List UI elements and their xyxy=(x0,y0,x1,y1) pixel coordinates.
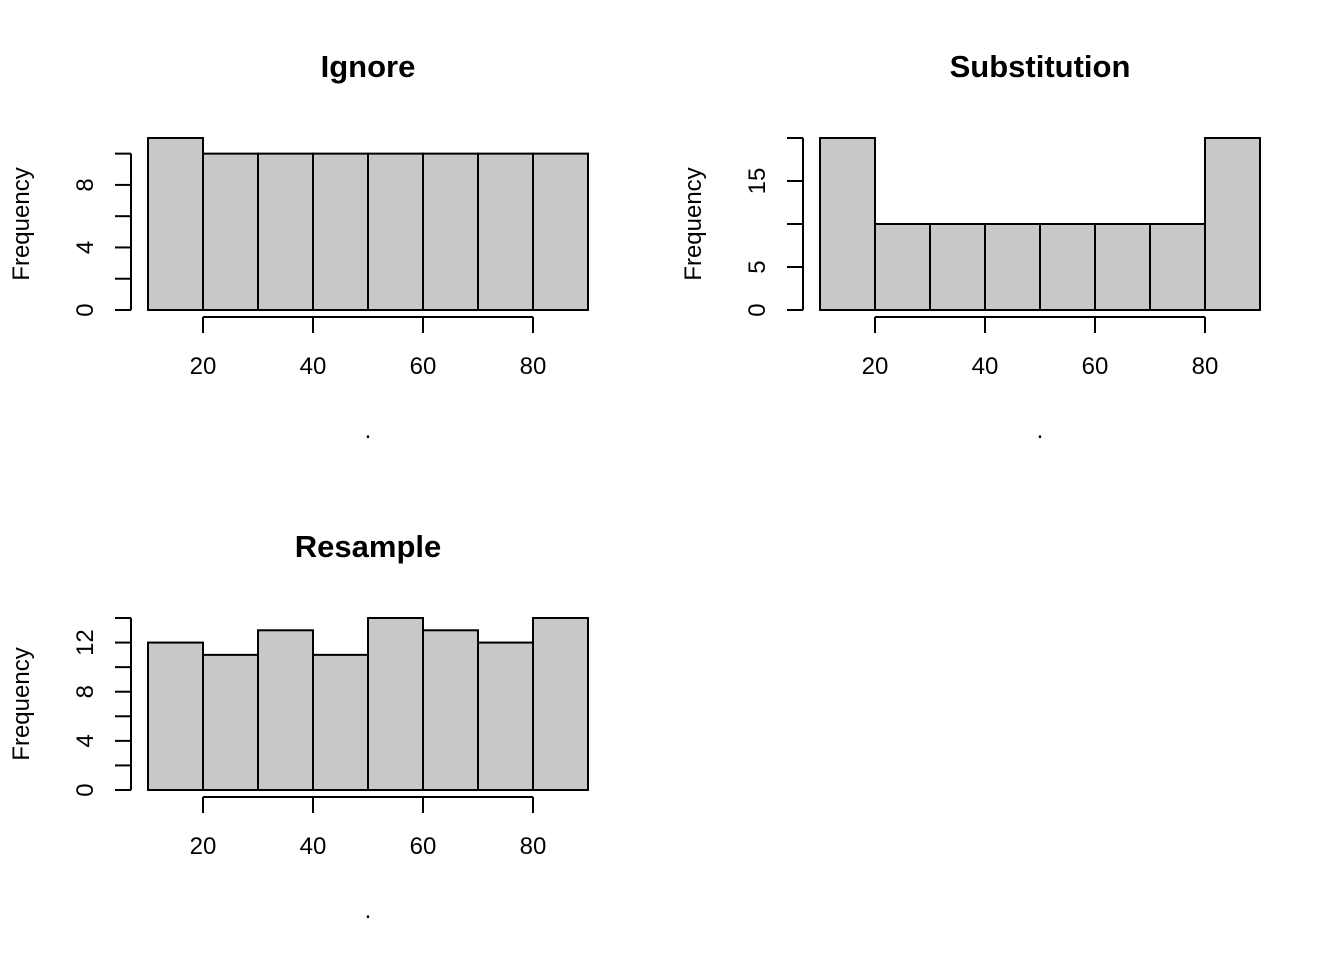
x-axis-label: . xyxy=(365,897,372,924)
histogram-panel-substitution: Substitution Frequency . 0 5 15 20 40 60 80 xyxy=(680,49,1261,444)
histogram-bar xyxy=(532,617,589,791)
x-tick-label: 60 xyxy=(410,353,437,380)
y-axis: 0 4 8 xyxy=(72,152,132,317)
x-axis-label: . xyxy=(1037,417,1044,444)
histogram-panel-ignore: Ignore Frequency . 0 4 8 20 40 60 80 xyxy=(8,49,589,444)
y-axis-label: Frequency xyxy=(8,647,35,760)
x-tick-label: 20 xyxy=(862,353,889,380)
histogram-bar xyxy=(1149,223,1206,311)
histogram-bar xyxy=(422,152,479,311)
y-tick-label: 15 xyxy=(744,168,771,195)
chart-title: Ignore xyxy=(321,49,416,84)
x-tick-label: 80 xyxy=(1192,353,1219,380)
histogram-bar xyxy=(477,152,534,311)
y-tick-label: 12 xyxy=(72,629,99,656)
x-axis: 20 40 60 80 xyxy=(190,796,547,860)
histogram-bar xyxy=(202,653,259,791)
histogram-bar xyxy=(477,641,534,791)
x-tick-label: 40 xyxy=(300,353,327,380)
bar-group xyxy=(147,617,589,791)
histogram-bar xyxy=(532,152,589,311)
histogram-bar xyxy=(367,617,424,791)
y-tick-label: 4 xyxy=(72,734,99,747)
x-tick-label: 80 xyxy=(520,833,547,860)
histogram-bar xyxy=(257,152,314,311)
y-tick-label: 0 xyxy=(744,303,771,316)
y-tick-label: 0 xyxy=(72,783,99,796)
histogram-bar xyxy=(147,137,204,311)
y-axis-label: Frequency xyxy=(680,167,707,280)
histogram-bar xyxy=(929,223,986,311)
histogram-bar xyxy=(257,629,314,791)
x-tick-label: 60 xyxy=(410,833,437,860)
bar-group xyxy=(147,137,589,311)
x-tick-label: 20 xyxy=(190,833,217,860)
x-axis-label: . xyxy=(365,417,372,444)
histogram-bar xyxy=(1094,223,1151,311)
histogram-bar xyxy=(874,223,931,311)
histogram-bar xyxy=(819,137,876,311)
x-tick-label: 40 xyxy=(300,833,327,860)
histogram-bar xyxy=(202,152,259,311)
histogram-bar xyxy=(367,152,424,311)
x-axis: 20 40 60 80 xyxy=(190,316,547,380)
y-axis: 0 4 8 12 xyxy=(72,617,132,797)
x-tick-label: 40 xyxy=(972,353,999,380)
histogram-bar xyxy=(1204,137,1261,311)
y-tick-label: 8 xyxy=(72,685,99,698)
y-axis-label: Frequency xyxy=(8,167,35,280)
histogram-panel-resample: Resample Frequency . 0 4 8 12 20 40 60 80 xyxy=(8,529,589,924)
x-axis: 20 40 60 80 xyxy=(862,316,1219,380)
histogram-bar xyxy=(147,641,204,791)
histogram-bar xyxy=(422,629,479,791)
y-tick-label: 8 xyxy=(72,178,99,191)
chart-title: Substitution xyxy=(950,49,1131,84)
bar-group xyxy=(819,137,1261,311)
y-axis: 0 5 15 xyxy=(744,137,804,317)
y-tick-label: 0 xyxy=(72,303,99,316)
histogram-bar xyxy=(312,152,369,311)
y-tick-label: 5 xyxy=(744,260,771,273)
x-tick-label: 60 xyxy=(1082,353,1109,380)
chart-title: Resample xyxy=(295,529,441,564)
histogram-bar xyxy=(312,653,369,791)
x-tick-label: 80 xyxy=(520,353,547,380)
y-tick-label: 4 xyxy=(72,241,99,254)
histogram-bar xyxy=(1039,223,1096,311)
x-tick-label: 20 xyxy=(190,353,217,380)
histogram-bar xyxy=(984,223,1041,311)
